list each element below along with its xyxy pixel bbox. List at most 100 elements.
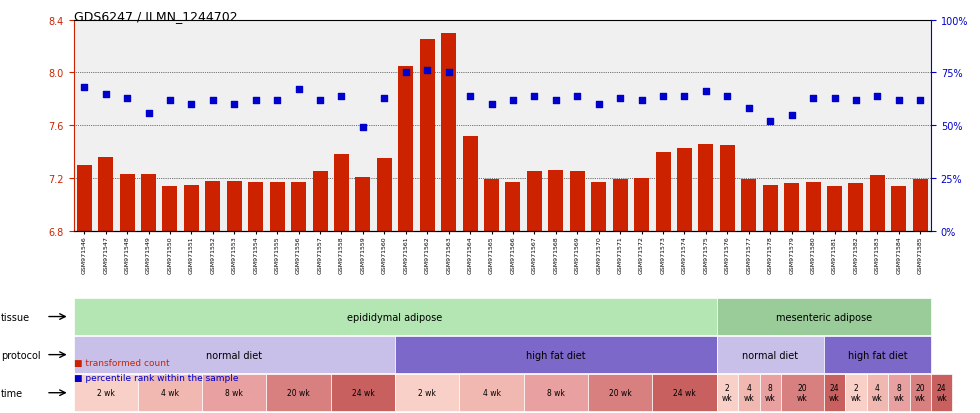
Text: epididymal adipose: epididymal adipose bbox=[348, 312, 443, 322]
Text: time: time bbox=[1, 388, 24, 398]
Text: protocol: protocol bbox=[1, 350, 40, 360]
Bar bbox=[248, 183, 264, 231]
Text: 4 wk: 4 wk bbox=[482, 388, 501, 397]
Text: normal diet: normal diet bbox=[206, 350, 263, 360]
Bar bbox=[270, 183, 284, 231]
Bar bbox=[569, 172, 585, 231]
Bar bbox=[784, 184, 799, 231]
Text: 24 wk: 24 wk bbox=[673, 388, 696, 397]
Point bbox=[676, 93, 692, 100]
Point bbox=[441, 70, 457, 76]
Text: tissue: tissue bbox=[1, 312, 30, 322]
Bar bbox=[506, 183, 520, 231]
Point bbox=[248, 97, 264, 104]
Bar bbox=[849, 184, 863, 231]
Text: 2 wk: 2 wk bbox=[418, 388, 436, 397]
Bar bbox=[892, 187, 907, 231]
Bar bbox=[419, 40, 435, 231]
Bar bbox=[549, 171, 564, 231]
Bar bbox=[527, 172, 542, 231]
Text: 4
wk: 4 wk bbox=[744, 383, 755, 402]
Text: ■ percentile rank within the sample: ■ percentile rank within the sample bbox=[74, 373, 238, 382]
Bar bbox=[163, 187, 177, 231]
Bar bbox=[806, 183, 820, 231]
Point bbox=[226, 102, 242, 108]
Text: high fat diet: high fat diet bbox=[848, 350, 907, 360]
Text: 4 wk: 4 wk bbox=[161, 388, 179, 397]
Text: GDS6247 / ILMN_1244702: GDS6247 / ILMN_1244702 bbox=[74, 10, 237, 23]
Point bbox=[741, 106, 757, 112]
Text: high fat diet: high fat diet bbox=[526, 350, 586, 360]
Bar bbox=[827, 187, 842, 231]
Bar bbox=[741, 180, 757, 231]
Point bbox=[912, 97, 928, 104]
Bar bbox=[206, 181, 220, 231]
Point bbox=[313, 97, 328, 104]
Point bbox=[827, 95, 843, 102]
Bar bbox=[762, 185, 778, 231]
Point bbox=[634, 97, 650, 104]
Bar bbox=[591, 183, 607, 231]
Point bbox=[698, 89, 713, 95]
Point bbox=[784, 112, 800, 119]
Point bbox=[463, 93, 478, 100]
Point bbox=[141, 110, 157, 116]
Text: mesenteric adipose: mesenteric adipose bbox=[776, 312, 872, 322]
Bar bbox=[291, 183, 306, 231]
Bar bbox=[334, 155, 349, 231]
Bar bbox=[76, 166, 92, 231]
Text: 2
wk: 2 wk bbox=[722, 383, 733, 402]
Bar bbox=[870, 176, 885, 231]
Point bbox=[76, 85, 92, 91]
Text: 24 wk: 24 wk bbox=[352, 388, 374, 397]
Point bbox=[869, 93, 885, 100]
Bar bbox=[184, 185, 199, 231]
Point bbox=[398, 70, 414, 76]
Text: 20 wk: 20 wk bbox=[609, 388, 631, 397]
Text: 24
wk: 24 wk bbox=[936, 383, 947, 402]
Point bbox=[505, 97, 520, 104]
Bar bbox=[226, 181, 242, 231]
Point bbox=[98, 91, 114, 98]
Bar bbox=[463, 137, 477, 231]
Point bbox=[376, 95, 392, 102]
Point bbox=[419, 68, 435, 74]
Point bbox=[183, 102, 199, 108]
Bar bbox=[441, 34, 456, 231]
Point bbox=[120, 95, 135, 102]
Bar bbox=[912, 180, 928, 231]
Point bbox=[656, 93, 671, 100]
Bar bbox=[377, 159, 392, 231]
Text: 20 wk: 20 wk bbox=[287, 388, 310, 397]
Bar bbox=[313, 172, 327, 231]
Bar bbox=[484, 180, 499, 231]
Text: 20
wk: 20 wk bbox=[797, 383, 808, 402]
Text: 2 wk: 2 wk bbox=[97, 388, 115, 397]
Text: 20
wk: 20 wk bbox=[915, 383, 926, 402]
Bar bbox=[656, 152, 670, 231]
Bar bbox=[98, 157, 113, 231]
Point bbox=[333, 93, 349, 100]
Text: 4
wk: 4 wk bbox=[872, 383, 883, 402]
Point bbox=[891, 97, 907, 104]
Point bbox=[719, 93, 735, 100]
Point bbox=[355, 125, 370, 131]
Point bbox=[591, 102, 607, 108]
Text: 8 wk: 8 wk bbox=[547, 388, 564, 397]
Text: 8
wk: 8 wk bbox=[764, 383, 775, 402]
Point bbox=[270, 97, 285, 104]
Bar bbox=[634, 178, 649, 231]
Bar bbox=[612, 180, 627, 231]
Bar bbox=[141, 175, 156, 231]
Point bbox=[291, 87, 307, 93]
Point bbox=[526, 93, 542, 100]
Text: 8
wk: 8 wk bbox=[894, 383, 905, 402]
Text: 8 wk: 8 wk bbox=[225, 388, 243, 397]
Bar bbox=[720, 146, 735, 231]
Point bbox=[762, 119, 778, 125]
Text: 2
wk: 2 wk bbox=[851, 383, 861, 402]
Bar bbox=[356, 177, 370, 231]
Point bbox=[548, 97, 564, 104]
Point bbox=[162, 97, 177, 104]
Text: ■ transformed count: ■ transformed count bbox=[74, 358, 170, 368]
